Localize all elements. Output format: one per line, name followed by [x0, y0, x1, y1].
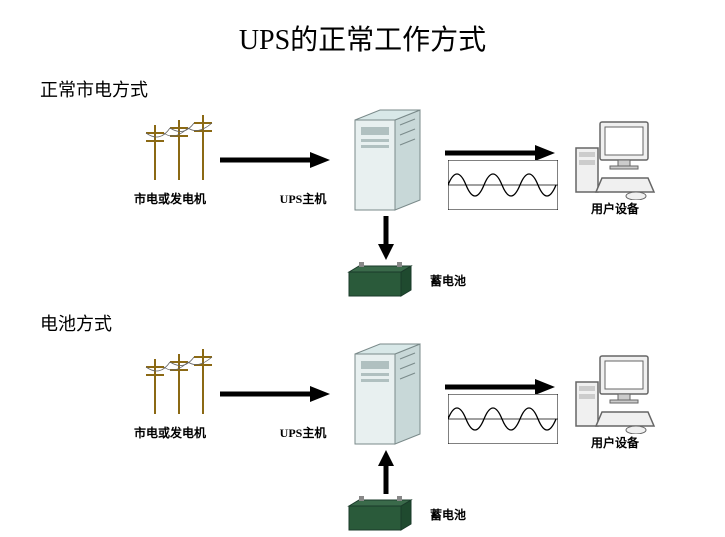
battery-icon	[345, 494, 415, 532]
source-label: 市电或发电机	[120, 190, 220, 207]
user-device-icon	[570, 354, 660, 434]
power-poles-icon	[140, 115, 218, 185]
user-label: 用户设备	[580, 200, 650, 217]
ups-host-icon	[335, 339, 435, 449]
battery-icon	[345, 260, 415, 298]
battery-label: 蓄电池	[418, 272, 478, 289]
section-label-mains: 正常市电方式	[40, 76, 148, 102]
battery-label: 蓄电池	[418, 506, 478, 523]
source-label: 市电或发电机	[120, 424, 220, 441]
arrow-ups-to-battery	[376, 216, 396, 260]
power-poles-icon	[140, 349, 218, 419]
section-label-battery-mode: 电池方式	[40, 310, 112, 336]
ups-label: UPS主机	[268, 190, 338, 207]
page-title: UPS的正常工作方式	[0, 18, 725, 58]
user-label: 用户设备	[580, 434, 650, 451]
ups-host-icon	[335, 105, 435, 215]
arrow-battery-to-ups	[376, 450, 396, 494]
sine-wave-icon	[448, 160, 558, 210]
arrow-source-to-ups	[220, 150, 330, 170]
sine-wave-icon	[448, 394, 558, 444]
arrow-source-to-ups	[220, 384, 330, 404]
ups-label: UPS主机	[268, 424, 338, 441]
user-device-icon	[570, 120, 660, 200]
